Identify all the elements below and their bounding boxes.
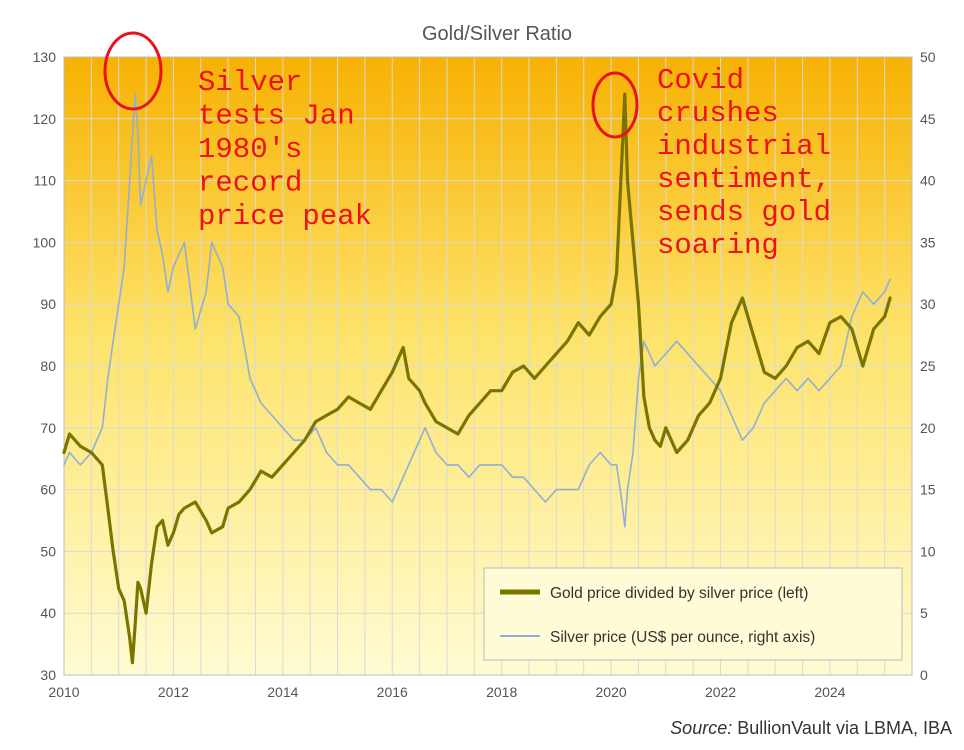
x-tick-label: 2010 (48, 684, 79, 700)
legend-label-silver: Silver price (US$ per ounce, right axis) (550, 629, 815, 646)
right-tick-label: 50 (920, 49, 936, 65)
covid-peak-circle (591, 71, 639, 139)
right-tick-label: 0 (920, 667, 928, 683)
right-tick-label: 40 (920, 173, 936, 189)
right-tick-label: 35 (920, 234, 936, 250)
x-tick-label: 2016 (377, 684, 408, 700)
left-tick-label: 50 (40, 543, 56, 559)
right-tick-label: 45 (920, 111, 936, 127)
right-tick-label: 15 (920, 482, 936, 498)
left-tick-label: 110 (34, 173, 57, 189)
annotation-line: sentiment, (657, 163, 831, 196)
right-tick-label: 30 (920, 296, 936, 312)
annotation-line: Covid (657, 64, 744, 97)
x-axis: 2010 2012 2014 2016 2018 2020 2022 2024 (48, 684, 845, 700)
source-text: BullionVault via LBMA, IBA (732, 718, 952, 738)
left-tick-label: 120 (33, 111, 57, 127)
annotation-line: 1980's (198, 133, 302, 166)
source-label: Source: (670, 718, 733, 738)
left-tick-label: 90 (40, 296, 56, 312)
series-layer (62, 92, 892, 665)
right-tick-label: 10 (920, 543, 936, 559)
annotation-line: crushes (657, 97, 779, 130)
annotation-line: tests Jan (198, 100, 355, 133)
left-axis: 30 40 50 60 70 80 90 100 110 120 130 (33, 49, 57, 683)
right-tick-label: 25 (920, 358, 936, 374)
x-tick-label: 2018 (486, 684, 517, 700)
annotation-line: record (198, 167, 302, 200)
x-tick-label: 2012 (158, 684, 189, 700)
left-tick-label: 100 (33, 234, 57, 250)
x-tick-label: 2014 (267, 684, 298, 700)
left-tick-label: 40 (40, 605, 56, 621)
x-tick-label: 2020 (596, 684, 627, 700)
annotation-line: soaring (657, 229, 779, 262)
legend: Gold price divided by silver price (left… (483, 567, 903, 661)
left-tick-label: 130 (33, 49, 57, 65)
left-tick-label: 60 (40, 482, 56, 498)
x-tick-label: 2022 (705, 684, 736, 700)
x-tick-label: 2024 (814, 684, 845, 700)
right-tick-label: 20 (920, 420, 936, 436)
right-tick-label: 5 (920, 605, 928, 621)
annotation-line: industrial (657, 130, 831, 163)
plot-border (63, 56, 913, 676)
chart-title: Gold/Silver Ratio (422, 23, 572, 45)
annotation-line: Silver (198, 66, 302, 99)
legend-label-ratio: Gold price divided by silver price (left… (550, 585, 808, 602)
annotation-line: price peak (198, 200, 372, 233)
legend-box (483, 567, 903, 661)
silver-price-line (63, 93, 891, 528)
annotation-line: sends gold (657, 196, 831, 229)
gold-silver-ratio-line (62, 92, 892, 665)
silver-peak-circle (103, 31, 163, 111)
source-credit: Source: BullionVault via LBMA, IBA (670, 718, 952, 739)
left-tick-label: 80 (40, 358, 56, 374)
right-axis: 0 5 10 15 20 25 30 35 40 45 50 (920, 49, 936, 683)
left-tick-label: 30 (40, 667, 56, 683)
left-tick-label: 70 (40, 420, 56, 436)
